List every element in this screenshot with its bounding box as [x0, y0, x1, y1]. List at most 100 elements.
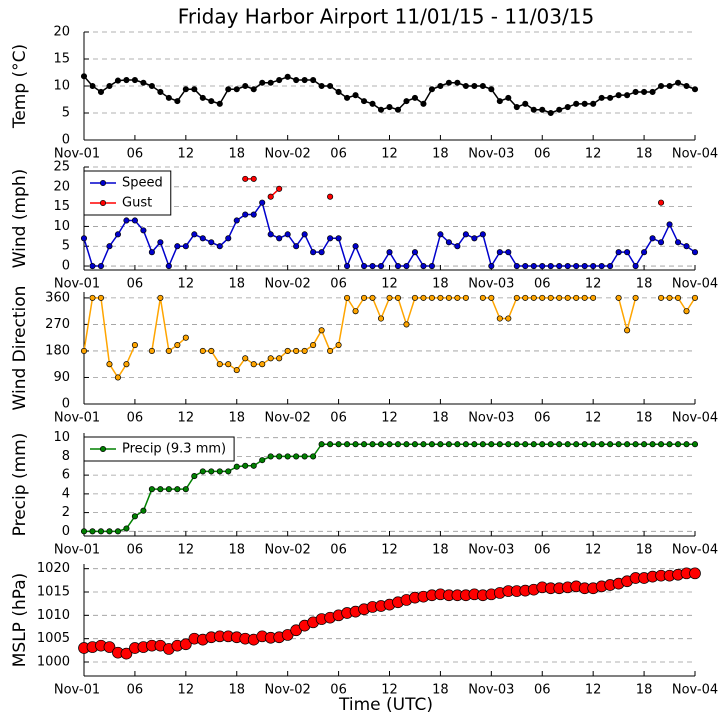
marker: [462, 231, 469, 238]
x-tick-label: 12: [585, 277, 602, 292]
marker: [293, 243, 300, 250]
marker: [97, 294, 105, 301]
x-tick-label: Nov-01: [54, 411, 100, 426]
marker: [479, 231, 486, 238]
marker: [242, 462, 249, 469]
marker: [318, 82, 325, 90]
marker: [454, 79, 461, 86]
y-tick-label: 4: [62, 486, 70, 501]
x-tick-label: 06: [534, 411, 551, 426]
marker: [513, 104, 520, 111]
x-tick-label: Nov-02: [265, 411, 311, 426]
marker: [556, 294, 563, 301]
marker: [233, 217, 240, 224]
marker: [103, 641, 116, 653]
marker: [573, 294, 580, 301]
x-tick-label: 06: [127, 147, 144, 162]
x-tick-label: Nov-04: [672, 543, 718, 558]
marker: [97, 528, 105, 535]
marker: [89, 262, 96, 270]
marker: [250, 361, 257, 368]
x-tick-label: 06: [330, 683, 347, 698]
marker: [276, 355, 283, 362]
marker: [301, 347, 308, 354]
x-tick-label: 12: [585, 683, 602, 698]
marker: [691, 249, 699, 256]
marker: [259, 199, 266, 206]
marker: [437, 441, 444, 448]
marker: [352, 308, 359, 315]
marker: [225, 235, 232, 242]
y-tick-label: 1015: [37, 585, 70, 600]
x-tick-label: 06: [534, 277, 551, 292]
x-tick-label: 18: [636, 411, 653, 426]
x-tick-label: 06: [330, 543, 347, 558]
marker: [360, 262, 368, 270]
y-tick-label: 360: [45, 290, 70, 305]
x-tick-label: 12: [381, 543, 398, 558]
marker: [437, 294, 444, 301]
line: [83, 200, 696, 269]
y-tick-label: 90: [53, 370, 70, 385]
chart-title: Friday Harbor Airport 11/01/15 - 11/03/1…: [178, 5, 594, 29]
marker: [658, 239, 665, 246]
marker: [420, 294, 427, 301]
marker: [267, 453, 274, 460]
marker: [293, 453, 300, 460]
marker: [131, 342, 138, 349]
marker: [301, 453, 308, 460]
x-tick-label: 12: [381, 411, 398, 426]
y-tick-label: 6: [62, 468, 70, 483]
marker: [428, 262, 435, 270]
marker: [377, 441, 385, 448]
marker: [89, 528, 96, 535]
marker: [199, 468, 206, 475]
marker: [199, 94, 206, 101]
marker: [496, 441, 503, 448]
marker: [581, 294, 588, 301]
marker: [97, 88, 105, 95]
marker: [496, 249, 503, 256]
marker: [148, 82, 155, 90]
marker: [428, 441, 435, 448]
marker: [691, 294, 699, 301]
x-tick-label: 06: [127, 543, 144, 558]
marker: [148, 347, 155, 354]
y-tick-label: 1005: [37, 631, 70, 646]
marker: [276, 235, 283, 242]
y-tick-label: 8: [62, 449, 70, 464]
marker: [140, 227, 147, 234]
x-tick-label: 12: [585, 147, 602, 162]
marker: [208, 347, 215, 354]
marker: [590, 262, 597, 270]
legend: [83, 170, 172, 216]
marker: [556, 106, 563, 113]
marker: [573, 262, 580, 270]
marker: [250, 462, 257, 469]
marker: [674, 294, 682, 301]
legend-marker: [99, 199, 107, 207]
marker: [335, 88, 342, 95]
marker: [352, 441, 359, 448]
legend-label: Precip (9.3 mm): [122, 442, 226, 457]
marker: [148, 486, 155, 493]
line: [245, 179, 661, 203]
marker: [615, 294, 622, 301]
x-tick-label: Nov-04: [672, 147, 718, 162]
marker: [607, 94, 614, 101]
x-tick-label: 06: [534, 147, 551, 162]
marker: [140, 507, 147, 514]
y-tick-label: 10: [53, 219, 70, 234]
marker: [522, 294, 529, 301]
marker: [344, 441, 351, 448]
marker: [386, 441, 393, 448]
marker: [165, 486, 172, 493]
y-tick-label: 15: [53, 199, 70, 214]
x-tick-label: Nov-01: [54, 147, 100, 162]
x-tick-label: Nov-04: [672, 277, 718, 292]
x-tick-label: Nov-02: [265, 147, 311, 162]
marker: [123, 525, 130, 532]
marker: [581, 100, 588, 107]
x-tick-label: 06: [127, 411, 144, 426]
